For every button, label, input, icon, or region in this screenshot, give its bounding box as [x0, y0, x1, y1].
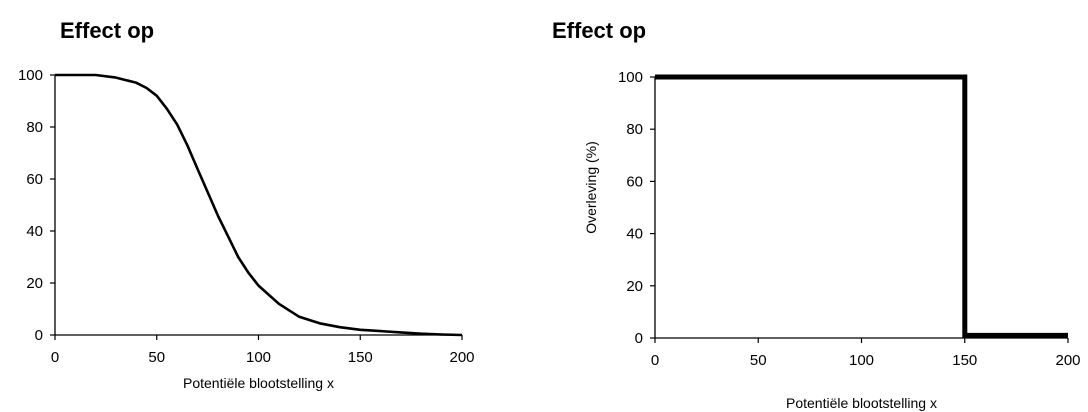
chart-2-series-line	[655, 74, 1068, 338]
chart-2-y-tick-label: 20	[626, 278, 643, 295]
chart-2-x-tick-label: 100	[849, 352, 874, 369]
chart-1-title: Effect op	[60, 18, 155, 43]
chart-1-x-axis-label: Potentiële blootstelling x	[183, 375, 334, 391]
chart-2-y-tick-label: 40	[626, 226, 643, 243]
chart-1-x-tick-label: 150	[348, 349, 373, 366]
chart-2-x-axis-label: Potentiële blootstelling x	[786, 395, 937, 411]
chart-2-y-tick-label: 80	[626, 121, 643, 138]
chart-1-y-tick-label: 60	[26, 171, 43, 188]
chart-2-y-tick-label: 60	[626, 173, 643, 190]
chart-1-series-line	[55, 73, 463, 337]
chart-2-x-tick-label: 200	[1055, 352, 1080, 369]
chart-1-y-tick-label: 40	[26, 223, 43, 240]
chart-2-y-tick-label: 100	[618, 69, 643, 86]
chart-1-x-tick-label: 200	[449, 349, 474, 366]
chart-1-y-tick-label: 100	[18, 67, 43, 84]
chart-1-y-tick-label: 80	[26, 119, 43, 136]
chart-1-y-tick-label: 0	[35, 327, 43, 344]
chart-2-x-tick-label: 150	[952, 352, 977, 369]
chart-2-x-tick-label: 0	[651, 352, 659, 369]
chart-1-y-tick-label: 20	[26, 275, 43, 292]
chart-2-x-tick-label: 50	[750, 352, 767, 369]
chart-2-y-axis-label: Overleving (%)	[583, 141, 599, 234]
chart-2-title: Effect op	[552, 18, 647, 43]
chart-1-x-tick-label: 50	[148, 349, 165, 366]
chart-1-x-tick-label: 100	[246, 349, 271, 366]
chart-2-y-tick-label: 0	[635, 330, 643, 347]
chart-1-x-tick-label: 0	[51, 349, 59, 366]
